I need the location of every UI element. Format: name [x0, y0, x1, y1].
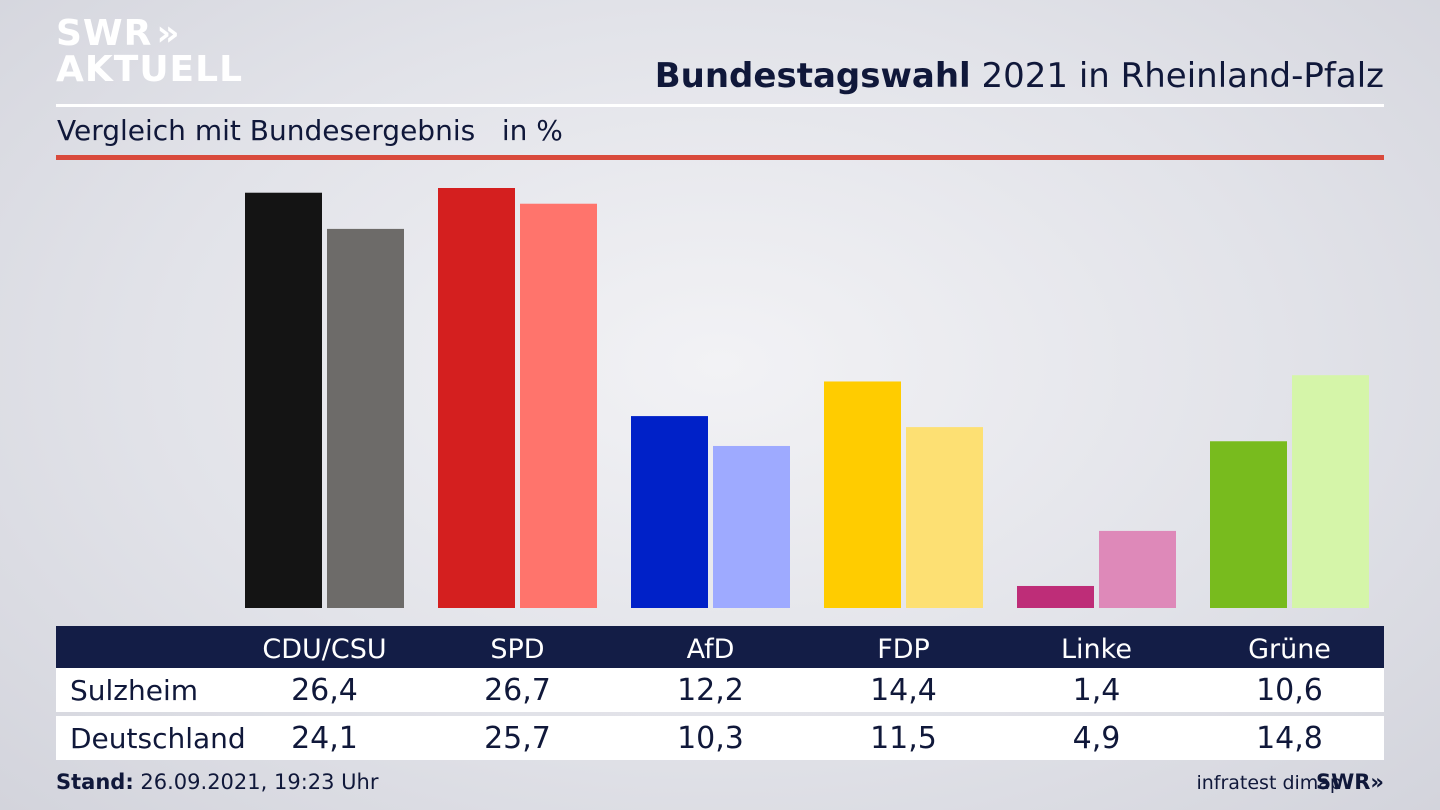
bar-gr-ne-deutschland — [1292, 375, 1369, 608]
results-table: CDU/CSU SPD AfD FDP Linke Grüne Sulzheim 26,4… — [56, 626, 1384, 760]
table-cell: 4,9 — [1072, 720, 1121, 756]
bar-cdu-csu-deutschland — [327, 228, 404, 609]
table-cell: 26,4 — [291, 672, 358, 708]
table-cell: 25,7 — [484, 720, 551, 756]
row-label: Deutschland — [70, 721, 246, 755]
bar-spd-sulzheim — [438, 188, 515, 608]
bar-afd-sulzheim — [631, 416, 708, 608]
column-header: Grüne — [1248, 633, 1331, 665]
column-header: SPD — [490, 633, 545, 665]
table-cell: 12,2 — [677, 672, 744, 708]
accent-divider — [56, 155, 1384, 160]
table-cell: 14,8 — [1256, 720, 1323, 756]
bar-fdp-deutschland — [906, 427, 983, 608]
bar-linke-sulzheim — [1017, 585, 1094, 608]
table-cell: 10,3 — [677, 720, 744, 756]
swr-small-logo: SWR» — [1315, 770, 1384, 794]
bar-linke-deutschland — [1099, 530, 1176, 608]
logo-swr-text: SWR» — [56, 13, 180, 54]
bar-spd-deutschland — [520, 203, 597, 608]
table-cell: 26,7 — [484, 672, 551, 708]
column-header: AfD — [686, 633, 735, 665]
title-divider — [56, 104, 1384, 107]
table-row-sulzheim: Sulzheim 26,4 26,7 12,2 14,4 1,4 10,6 — [56, 668, 1384, 712]
bar-afd-deutschland — [713, 445, 790, 608]
chart-subtitle: Vergleich mit Bundesergebnis in % — [57, 114, 563, 147]
table-cell: 10,6 — [1256, 672, 1323, 708]
table-cell: 14,4 — [870, 672, 937, 708]
source-credit: infratest dimap — [1196, 772, 1342, 794]
table-cell: 24,1 — [291, 720, 358, 756]
swr-aktuell-logo: SWR» AKTUELL — [56, 16, 243, 88]
timestamp: Stand: 26.09.2021, 19:23 Uhr — [56, 770, 379, 794]
column-header: FDP — [877, 633, 930, 665]
column-header: CDU/CSU — [262, 633, 387, 665]
table-row-deutschland: Deutschland 24,1 25,7 10,3 11,5 4,9 14,8 — [56, 716, 1384, 760]
chart-title: Bundestagswahl 2021 in Rheinland-Pfalz — [654, 56, 1384, 96]
table-cell: 11,5 — [870, 720, 937, 756]
bar-fdp-sulzheim — [824, 381, 901, 608]
table-cell: 1,4 — [1072, 672, 1121, 708]
bar-cdu-csu-sulzheim — [245, 192, 322, 608]
bar-chart — [245, 188, 1369, 609]
row-label: Sulzheim — [70, 673, 199, 707]
column-header: Linke — [1061, 633, 1132, 665]
bar-gr-ne-sulzheim — [1210, 441, 1287, 608]
table-header-row: CDU/CSU SPD AfD FDP Linke Grüne — [56, 626, 1384, 668]
logo-aktuell-text: AKTUELL — [56, 49, 244, 90]
